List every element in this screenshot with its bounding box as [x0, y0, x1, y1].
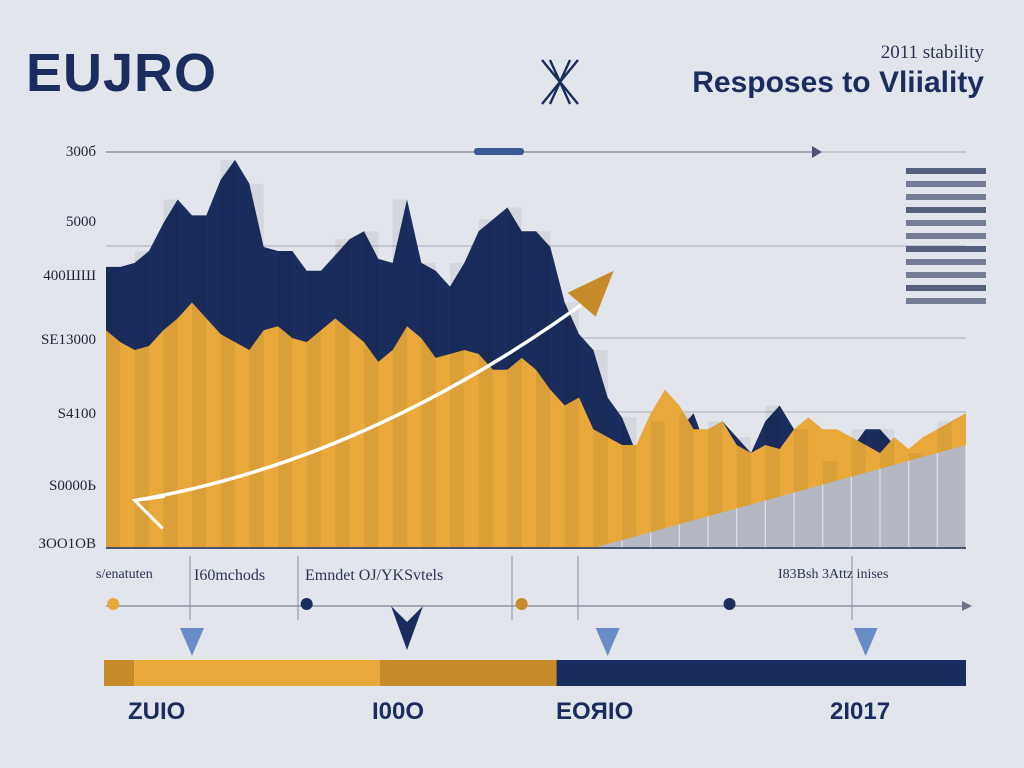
timeline-dot: [515, 598, 528, 610]
series-shade-band: [163, 199, 178, 548]
legend-stripe: [906, 207, 986, 213]
y-tick-label: S0000Ь: [49, 478, 96, 494]
legend-stripe: [906, 194, 986, 200]
trend-arrow-head: [567, 270, 614, 317]
year-label: ZUIO: [128, 698, 186, 725]
series-shade-band: [106, 266, 121, 548]
annotation-label: s/enatuten: [96, 567, 153, 582]
series-shade-band: [134, 251, 149, 548]
timeline-dot: [107, 598, 120, 610]
down-arrow-icon: [180, 628, 204, 656]
legend-stripe: [906, 285, 986, 291]
y-tick-label: 300б: [65, 144, 96, 160]
y-tick-label: SE13000: [40, 332, 96, 348]
timeline-arrow-head: [962, 601, 972, 611]
series-shade-band: [306, 270, 321, 548]
trend-arrow-line: [134, 291, 599, 503]
progress-segment: [104, 660, 135, 686]
legend-stripe: [906, 220, 986, 226]
down-arrow-icon: [391, 606, 423, 650]
series-shade-band: [478, 219, 493, 548]
top-range-marker: [474, 148, 524, 155]
annotation-label: Emndet OJ/YKSvtels: [305, 567, 444, 584]
annotation-label: I60mchods: [194, 567, 266, 584]
chart-subtitle: 2011 stability: [880, 42, 984, 63]
striped-legend-icon: [906, 168, 986, 304]
series-shade-band: [392, 199, 407, 548]
down-arrow-icon: [853, 628, 878, 656]
top-arrow-head: [812, 146, 822, 158]
y-tick-label: S4100: [57, 406, 96, 422]
legend-stripe: [906, 246, 986, 252]
year-label: EOЯIO: [556, 698, 634, 725]
legend-stripe: [906, 168, 986, 174]
y-tick-label: ЗОО1ОВ: [38, 536, 96, 552]
timeline-dot: [300, 598, 313, 610]
progress-segment: [379, 660, 557, 686]
brand-logo: EUJRO: [26, 43, 218, 103]
gray-wedge-area: [536, 445, 966, 548]
y-tick-label: 400ШШ: [43, 268, 96, 284]
series-shade-band: [564, 302, 579, 548]
series-shade-band: [364, 231, 379, 548]
series-shade-band: [220, 159, 235, 549]
series-shade-band: [507, 207, 522, 548]
annotation-label: I83Bsh 3Attz inises: [778, 567, 889, 582]
legend-stripe: [906, 298, 986, 304]
timeline-dot: [723, 598, 736, 610]
series-shade-band: [192, 215, 207, 549]
series-shade-band: [249, 183, 264, 548]
legend-stripe: [906, 272, 986, 278]
series-shade-band: [335, 239, 350, 548]
legend-stripe: [906, 259, 986, 265]
legend-stripe: [906, 233, 986, 239]
down-arrow-icon: [595, 628, 620, 656]
year-label: I00O: [372, 698, 425, 725]
series-gold-area: [106, 302, 966, 548]
crossed-x-icon: [541, 59, 579, 105]
series-shade-band: [679, 413, 694, 548]
legend-stripe: [906, 181, 986, 187]
series-shade-band: [421, 262, 436, 548]
year-label: 2I017: [830, 698, 891, 725]
series-shade-band: [536, 231, 551, 548]
progress-segment: [134, 660, 380, 686]
series-shade-band: [278, 251, 293, 548]
chart-title: Resposes to Vliiality: [692, 66, 984, 99]
y-tick-label: 5000: [66, 214, 96, 230]
series-shade-band: [593, 350, 608, 548]
series-shade-band: [622, 417, 637, 548]
progress-segment: [556, 660, 966, 686]
series-shade-band: [650, 421, 665, 548]
trend-arrow-tail: [131, 494, 165, 530]
series-shade-band: [450, 262, 465, 548]
